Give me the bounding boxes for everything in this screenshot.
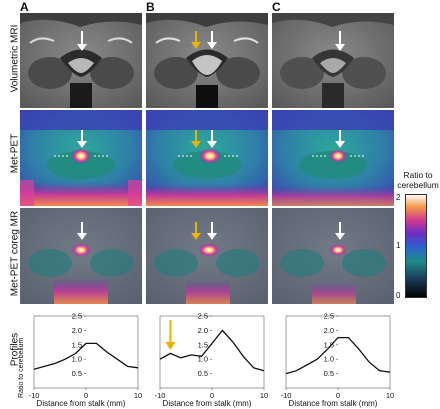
mri-panel-c (272, 13, 394, 108)
profile-b-xtick-label: 0 (210, 391, 214, 400)
white-arrow-icon (77, 44, 87, 51)
profile-c-xlabel: Distance from stalk (mm) (288, 399, 378, 408)
profile-chart-b: 0.5 1.0 1.5 2.0 2.5 -10 0 10 (146, 312, 269, 401)
profile-a-ytick-label: 0.5 (72, 369, 82, 378)
profile-c-series-line (285, 336, 391, 375)
profile-b-xlabel: Distance from stalk (mm) (162, 399, 252, 408)
profile-b-ytick-label: 2.5 (198, 312, 208, 321)
colorbar-tick-2: 2 (396, 193, 401, 202)
white-arrow-icon (207, 42, 217, 49)
profile-a-ylabel: Ratio to cerebellum (18, 337, 25, 398)
colorbar-tick-0: 0 (396, 291, 401, 300)
profile-c-ytick-label: 2.5 (324, 312, 334, 321)
yellow-arrow-icon (165, 342, 176, 350)
profile-c-ytick-label: 2.0 (324, 326, 334, 335)
white-arrow-icon (207, 233, 217, 240)
column-letter-b: B (146, 0, 155, 14)
mri-panel-a (20, 13, 142, 108)
profile-a-series-line (33, 342, 139, 370)
profile-a-xtick-label: 0 (84, 391, 88, 400)
white-arrow-icon (207, 141, 217, 148)
column-letter-c: C (272, 0, 281, 14)
profile-a-xtick-label: 10 (134, 391, 142, 400)
profile-a-ytick-label: 1.5 (72, 340, 82, 349)
row-label-met-pet-coreg-mr: Met-PET coreg MR (9, 210, 21, 297)
profile-b-frame (159, 315, 265, 389)
profile-b-series-line (159, 329, 265, 372)
profile-b-xtick-label: 10 (260, 391, 268, 400)
mri-panel-b (146, 13, 268, 108)
profile-chart-a: 0.5 1.0 1.5 2.0 2.5 -10 0 10 (20, 312, 143, 401)
column-letter-a: A (20, 0, 29, 14)
white-arrow-icon (335, 44, 345, 51)
profile-b-ytick-label: 0.5 (198, 369, 208, 378)
white-arrow-icon (77, 233, 87, 240)
yellow-arrow-icon (191, 141, 201, 148)
white-arrow-icon (335, 141, 345, 148)
colorbar-title-line1: Ratio to (403, 170, 433, 180)
colorbar-title: Ratio to cerebellum (396, 170, 440, 190)
pet-panel-c (272, 110, 394, 206)
profile-a-xtick-label: -10 (29, 391, 40, 400)
profile-b-ytick-label: 1.5 (198, 340, 208, 349)
profile-c-ytick-label: 1.0 (324, 355, 334, 364)
profile-chart-c: 0.5 1.0 1.5 2.0 2.5 -10 0 10 (272, 312, 395, 401)
profile-c-frame (285, 315, 391, 389)
profile-b-ytick-label: 2.0 (198, 326, 208, 335)
profile-c-xtick-label: 0 (336, 391, 340, 400)
profile-b-xtick-label: -10 (155, 391, 166, 400)
profile-c-ytick-label: 0.5 (324, 369, 334, 378)
row-label-volumetric-mri: Volumetric MRI (9, 24, 21, 93)
coreg-panel-c (272, 208, 394, 304)
yellow-arrow-icon (191, 233, 201, 240)
profile-a-frame (33, 315, 139, 389)
row-label-met-pet: Met-PET (9, 133, 21, 174)
profile-c-ytick-label: 1.5 (324, 340, 334, 349)
profile-a-ytick-label: 1.0 (72, 355, 82, 364)
white-arrow-icon (335, 233, 345, 240)
pet-panel-b (146, 110, 268, 206)
profile-a-xlabel: Distance from stalk (mm) (36, 399, 126, 408)
colorbar-tick-1: 1 (396, 241, 401, 250)
colorbar-title-line2: cerebellum (397, 180, 439, 190)
profile-b-ytick-label: 1.0 (198, 355, 208, 364)
white-arrow-icon (77, 141, 87, 148)
pet-panel-a (20, 110, 142, 206)
profile-c-xtick-label: 10 (386, 391, 394, 400)
yellow-arrow-icon (191, 42, 201, 49)
profile-a-ytick-label: 2.5 (72, 312, 82, 321)
profile-c-xtick-label: -10 (281, 391, 292, 400)
coreg-panel-b (146, 208, 268, 304)
colorbar (405, 194, 427, 298)
profile-a-ytick-label: 2.0 (72, 326, 82, 335)
coreg-panel-a (20, 208, 142, 304)
